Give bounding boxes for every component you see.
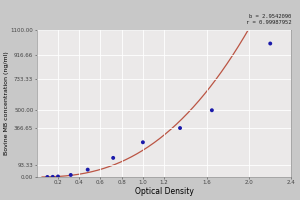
- Point: [85, 168, 90, 171]
- Point: [50, 175, 55, 178]
- Point: [111, 156, 116, 159]
- Point: [68, 173, 73, 177]
- Y-axis label: Bovine MB concentration (ng/ml): Bovine MB concentration (ng/ml): [4, 52, 9, 155]
- Point: [268, 42, 273, 45]
- Point: [209, 109, 214, 112]
- Point: [140, 141, 145, 144]
- Text: b = 2.9542090
r = 0.99987952: b = 2.9542090 r = 0.99987952: [245, 14, 291, 25]
- Point: [45, 175, 50, 179]
- X-axis label: Optical Density: Optical Density: [135, 187, 194, 196]
- Point: [178, 126, 182, 130]
- Point: [56, 175, 60, 178]
